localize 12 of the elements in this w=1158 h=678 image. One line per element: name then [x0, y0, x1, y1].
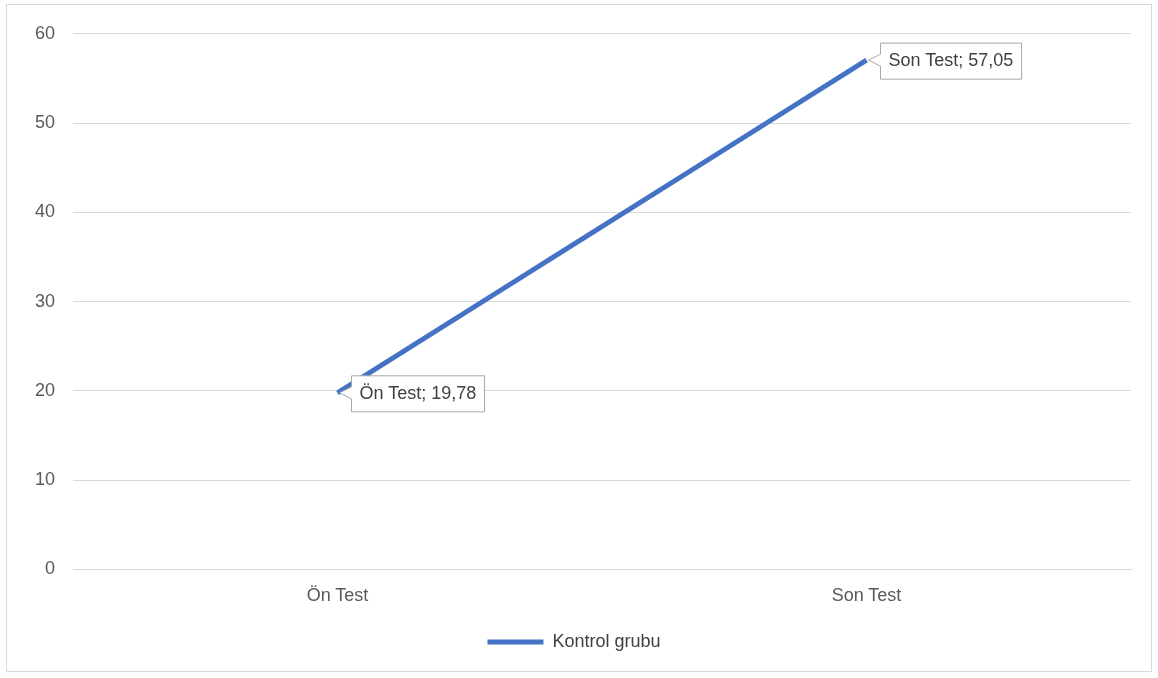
x-tick-label: Son Test	[831, 585, 902, 606]
y-tick-label: 40	[34, 201, 56, 222]
legend-label: Kontrol grubu	[552, 630, 661, 651]
y-tick-label: 60	[34, 22, 56, 43]
x-tick-label: Ön Test	[306, 585, 369, 606]
y-tick-label: 20	[34, 379, 56, 400]
data-label: Ön Test; 19,78	[359, 382, 477, 403]
y-tick-label: 10	[34, 469, 56, 490]
data-label: Son Test; 57,05	[888, 50, 1014, 71]
y-tick-label: 50	[34, 112, 56, 133]
y-tick-label: 0	[45, 558, 56, 579]
y-tick-label: 30	[34, 290, 56, 311]
